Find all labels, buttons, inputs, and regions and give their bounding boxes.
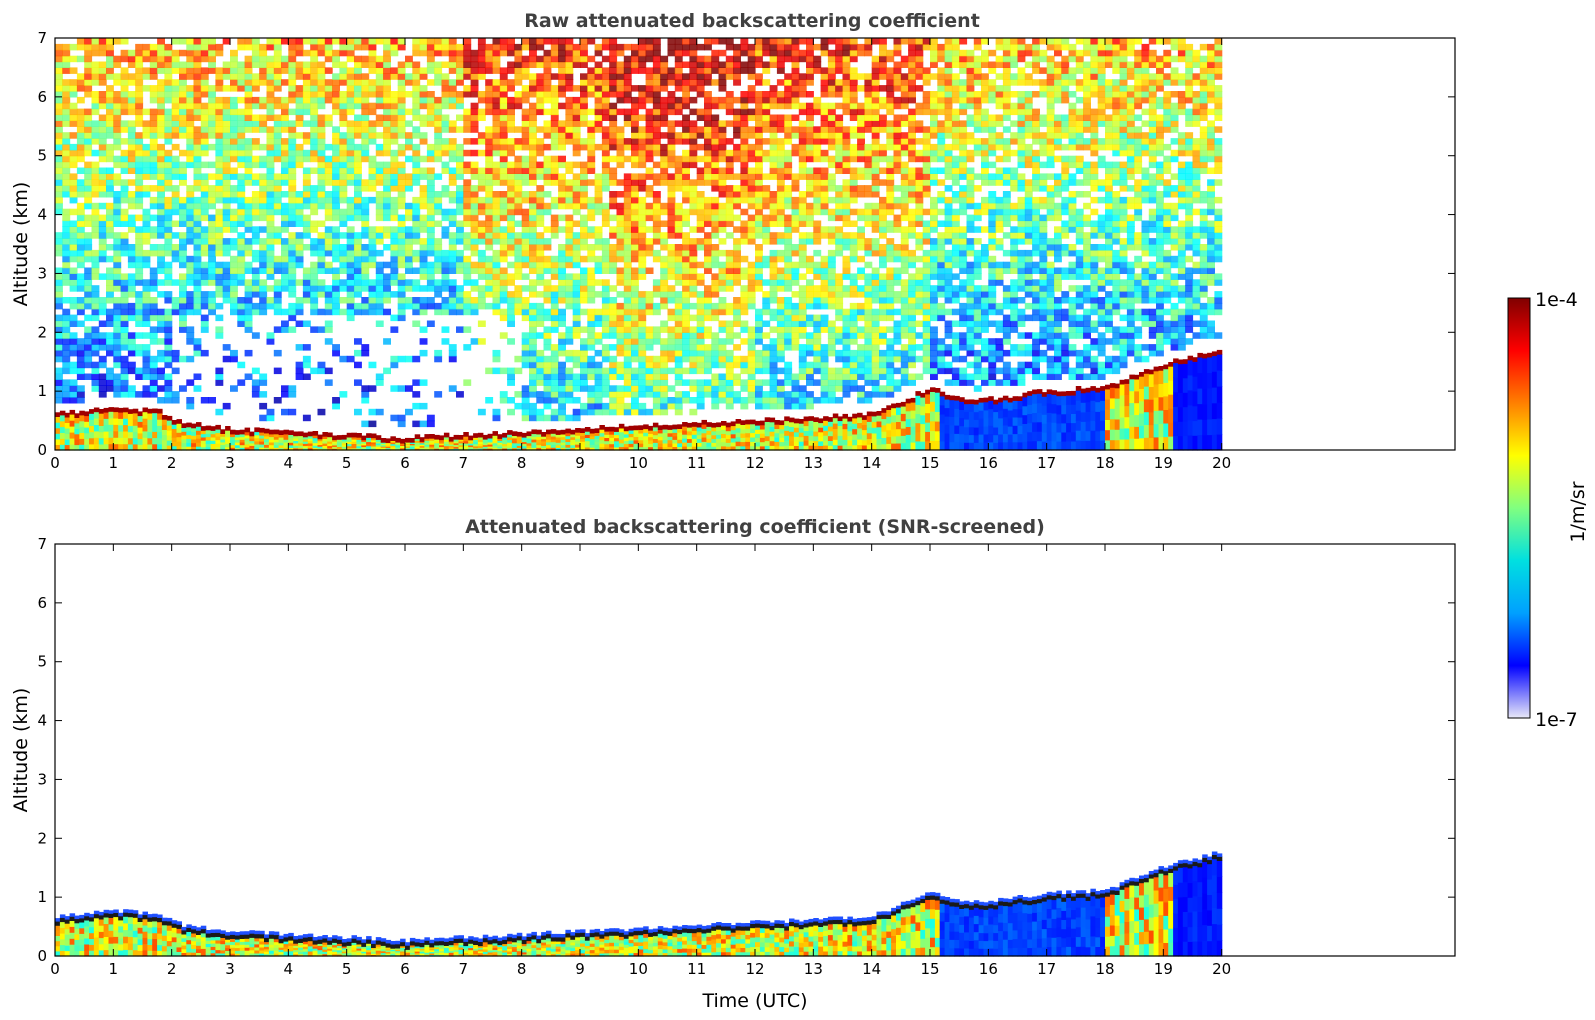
x-tick-label: 20 — [1212, 960, 1231, 978]
x-tick-label: 10 — [629, 960, 648, 978]
x-tick-label: 6 — [400, 454, 410, 472]
x-tick-label: 16 — [979, 960, 998, 978]
y-tick-label: 7 — [37, 29, 47, 47]
x-tick-label: 19 — [1154, 454, 1173, 472]
x-tick-label: 9 — [575, 960, 585, 978]
x-tick-label: 6 — [400, 960, 410, 978]
y-tick-label: 1 — [37, 888, 47, 906]
x-tick-label: 11 — [687, 960, 706, 978]
x-tick-label: 8 — [517, 960, 527, 978]
x-tick-label: 5 — [342, 454, 352, 472]
x-tick-label: 4 — [284, 454, 294, 472]
screened-x-ticks: 0 1 2 3 4 5 6 7 8 9 10 11 12 13 14 15 16 17 18 19 20 — [50, 544, 1231, 978]
y-tick-label: 0 — [37, 947, 47, 965]
x-tick-label: 0 — [50, 454, 60, 472]
x-tick-label: 16 — [979, 454, 998, 472]
x-tick-label: 5 — [342, 960, 352, 978]
x-tick-label: 7 — [459, 960, 469, 978]
raw-heatmap — [55, 38, 1223, 451]
x-tick-label: 13 — [804, 454, 823, 472]
x-tick-label: 15 — [920, 960, 939, 978]
screened-plot-frame — [54, 543, 1456, 957]
y-tick-label: 5 — [37, 147, 47, 165]
x-tick-label: 18 — [1095, 454, 1114, 472]
x-tick-label: 3 — [225, 960, 235, 978]
x-tick-label: 0 — [50, 960, 60, 978]
screened-backscatter-panel: Attenuated backscattering coefficient (S… — [10, 516, 1456, 1012]
y-tick-label: 6 — [37, 594, 47, 612]
y-tick-label: 3 — [37, 770, 47, 788]
screened-y-axis-label: Altitude (km) — [10, 688, 32, 813]
x-tick-label: 1 — [109, 454, 119, 472]
y-tick-label: 2 — [37, 323, 47, 341]
x-tick-label: 4 — [284, 960, 294, 978]
x-tick-label: 19 — [1154, 960, 1173, 978]
raw-backscatter-panel: Raw attenuated backscattering coefficien… — [10, 10, 1456, 472]
x-tick-label: 11 — [687, 454, 706, 472]
x-tick-label: 14 — [862, 960, 881, 978]
y-tick-label: 4 — [37, 206, 47, 224]
y-tick-label: 2 — [37, 829, 47, 847]
screened-heatmap — [55, 851, 1223, 957]
colorbar-unit-label: 1/m/sr — [1567, 481, 1589, 542]
colorbar-min-label: 1e-7 — [1535, 709, 1578, 731]
y-tick-label: 3 — [37, 264, 47, 282]
y-tick-label: 6 — [37, 88, 47, 106]
y-tick-label: 1 — [37, 382, 47, 400]
x-tick-label: 14 — [862, 454, 881, 472]
screened-y-ticks: 0 1 2 3 4 5 6 7 — [37, 535, 1455, 965]
y-tick-label: 0 — [37, 441, 47, 459]
raw-y-axis-label: Altitude (km) — [10, 182, 32, 307]
x-tick-label: 10 — [629, 454, 648, 472]
x-axis-label: Time (UTC) — [701, 990, 807, 1012]
x-tick-label: 9 — [575, 454, 585, 472]
y-tick-label: 5 — [37, 653, 47, 671]
x-tick-label: 1 — [109, 960, 119, 978]
y-tick-label: 4 — [37, 712, 47, 730]
x-tick-label: 2 — [167, 960, 177, 978]
colorbar-max-label: 1e-4 — [1535, 289, 1578, 311]
raw-panel-title: Raw attenuated backscattering coefficien… — [524, 10, 980, 32]
x-tick-label: 17 — [1037, 960, 1056, 978]
x-tick-label: 3 — [225, 454, 235, 472]
x-tick-label: 20 — [1212, 454, 1231, 472]
x-tick-label: 2 — [167, 454, 177, 472]
screened-panel-title: Attenuated backscattering coefficient (S… — [465, 516, 1045, 538]
x-tick-label: 18 — [1095, 960, 1114, 978]
colorbar-gradient — [1507, 297, 1531, 719]
x-tick-label: 12 — [745, 960, 764, 978]
raw-y-ticks: 0 1 2 3 4 5 6 7 — [37, 29, 1455, 459]
raw-x-ticks: 0 1 2 3 4 5 6 7 8 9 10 11 12 13 14 15 16 17 18 19 20 — [50, 38, 1231, 472]
y-tick-label: 7 — [37, 535, 47, 553]
x-tick-label: 13 — [804, 960, 823, 978]
x-tick-label: 15 — [920, 454, 939, 472]
x-tick-label: 8 — [517, 454, 527, 472]
x-tick-label: 12 — [745, 454, 764, 472]
x-tick-label: 7 — [459, 454, 469, 472]
colorbar: 1e-4 1e-7 1/m/sr — [1507, 289, 1589, 731]
x-tick-label: 17 — [1037, 454, 1056, 472]
